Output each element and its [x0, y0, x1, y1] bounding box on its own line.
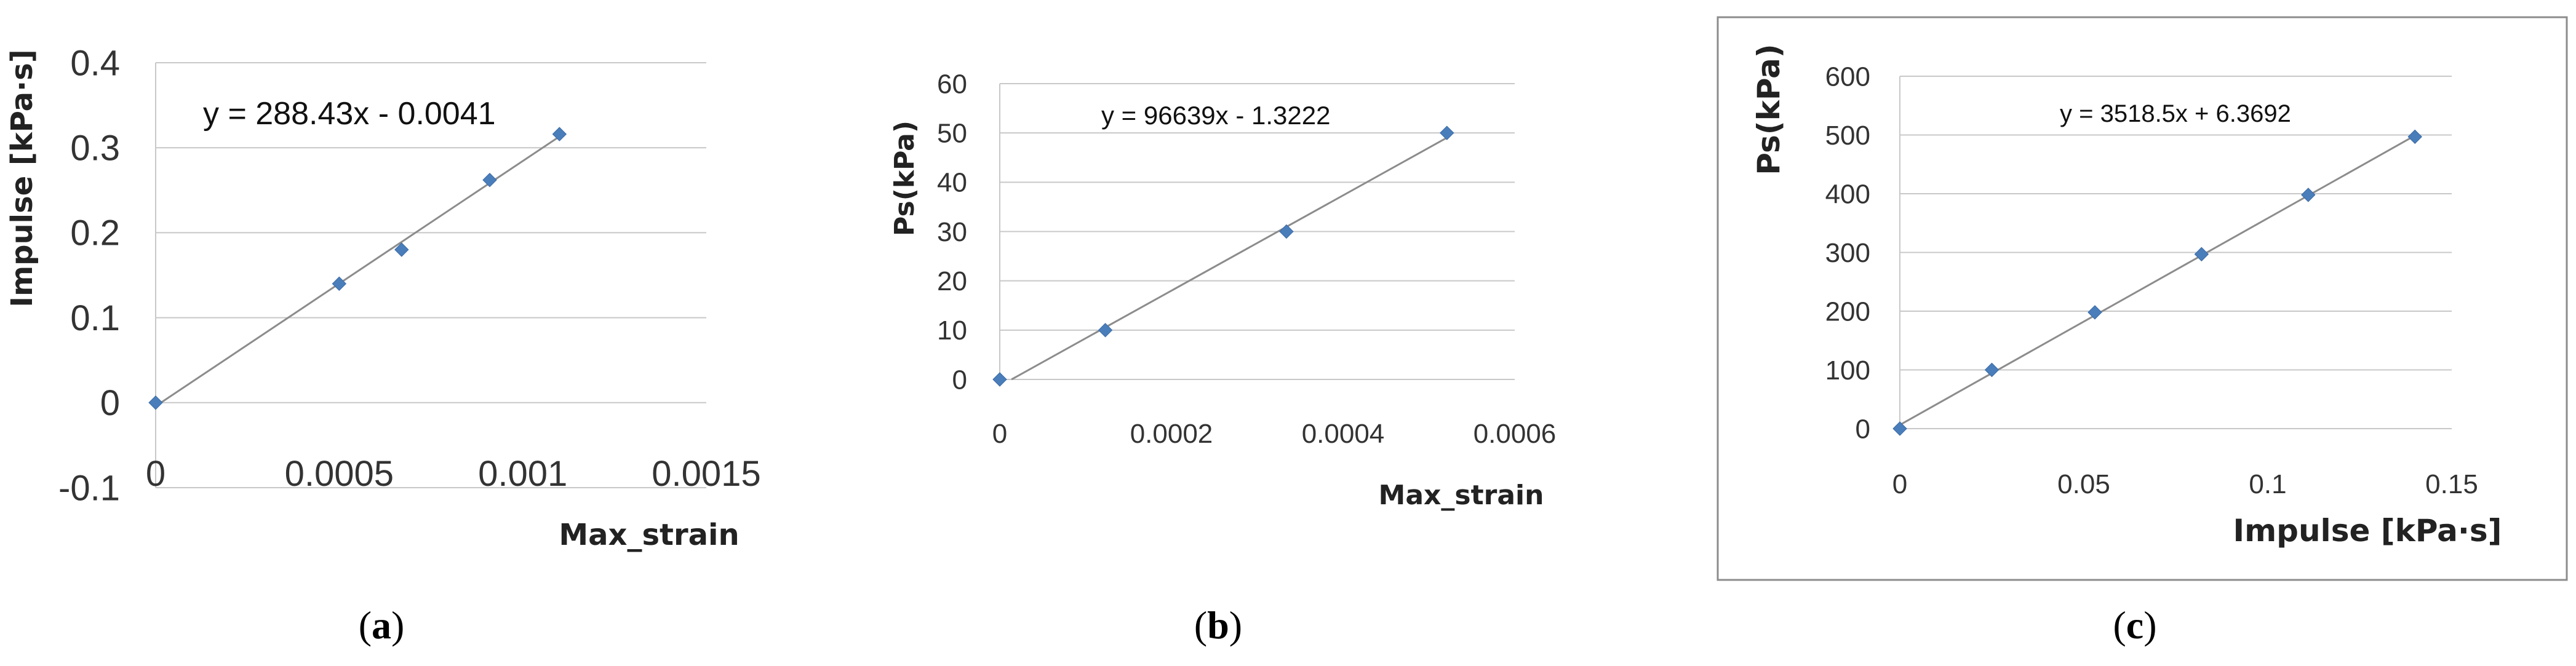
chart-a-x-tick-label: 0 — [146, 454, 165, 494]
chart-b-y-tick-label: 50 — [937, 119, 967, 149]
chart-a-y-tick-label: 0.1 — [70, 298, 120, 338]
chart-a-y-tick-label: 0.3 — [70, 129, 120, 168]
chart-b-y-tick-label: 60 — [937, 69, 967, 99]
chart-c-y-tick-label: 600 — [1825, 61, 1870, 92]
chart-c-svg: 0 100 200 300 400 500 600 0 0.05 0.1 0.15 y = 3518.… — [1717, 16, 2568, 581]
chart-a-y-tick-label: 0 — [100, 383, 120, 423]
chart-b-x-tick-label: 0 — [992, 419, 1007, 449]
chart-a-data-point — [394, 242, 409, 257]
chart-b-x-axis-label: Max_strain — [1379, 480, 1544, 511]
chart-b-y-tick-label: 20 — [937, 266, 967, 296]
chart-a-data-point — [482, 173, 497, 188]
chart-b-trendline — [1011, 137, 1448, 381]
chart-c-data-point — [2407, 129, 2422, 145]
caption-c: (c) — [2113, 603, 2157, 647]
chart-a-y-tick-label: 0.4 — [70, 43, 120, 83]
chart-a-y-tick-label: 0.2 — [70, 213, 120, 253]
chart-b-equation: y = 96639x - 1.3222 — [1101, 101, 1330, 130]
chart-c-data-point — [1984, 362, 2000, 378]
chart-b-data-point — [1279, 224, 1294, 239]
chart-c-data-point — [2301, 188, 2316, 202]
chart-a-svg: -0.1 0 0.1 0.2 0.3 0.4 0 0.0005 0.001 0.0015 y = 2… — [5, 43, 761, 552]
chart-b-x-tick-label: 0.0002 — [1130, 419, 1213, 449]
chart-a-y-tick-label: -0.1 — [58, 468, 120, 508]
chart-panel-a: -0.1 0 0.1 0.2 0.3 0.4 0 0.0005 0.001 0.0015 y = 2… — [0, 0, 800, 666]
chart-c-y-tick-label: 0 — [1856, 414, 1870, 444]
chart-b-y-tick-label: 10 — [937, 315, 967, 346]
chart-c-y-tick-label: 500 — [1825, 121, 1870, 151]
chart-a-data-point — [552, 127, 567, 141]
chart-a-x-axis-label: Max_strain — [559, 518, 739, 552]
chart-c-y-axis-label: Ps(kPa) — [1751, 44, 1787, 175]
chart-b-y-tick-label: 40 — [937, 168, 967, 198]
chart-a-x-tick-label: 0.001 — [478, 454, 567, 494]
chart-c-x-tick-label: 0 — [1892, 469, 1907, 499]
chart-b-y-tick-label: 30 — [937, 217, 967, 247]
chart-c-y-tick-label: 400 — [1825, 179, 1870, 209]
chart-c-y-tick-label: 100 — [1825, 355, 1870, 386]
chart-panel-b: 0 10 20 30 40 50 60 0 0.0002 0.0004 0.0006 y = 9663… — [837, 0, 1575, 666]
chart-c-trendline — [1899, 135, 2415, 426]
chart-a-data-point — [332, 276, 347, 291]
chart-c-x-tick-label: 0.15 — [2425, 469, 2478, 499]
chart-c-frame — [1717, 16, 2568, 581]
chart-b-data-point — [1440, 125, 1454, 140]
chart-c-x-axis-label: Impulse [kPa·s] — [2233, 513, 2502, 549]
chart-a-x-tick-label: 0.0005 — [285, 454, 394, 494]
chart-b-data-point — [992, 372, 1007, 387]
chart-b-svg: 0 10 20 30 40 50 60 0 0.0002 0.0004 0.0006 y = 9663… — [889, 69, 1557, 511]
chart-c-data-point — [1892, 421, 1907, 436]
chart-c-x-tick-label: 0.1 — [2249, 469, 2286, 499]
chart-a-data-point — [148, 395, 163, 410]
chart-c-data-point — [2194, 247, 2209, 262]
chart-c-x-tick-label: 0.05 — [2057, 469, 2110, 499]
chart-b-x-tick-label: 0.0004 — [1302, 419, 1385, 449]
caption-a: (a) — [358, 603, 405, 647]
chart-c-data-point — [2088, 305, 2102, 320]
chart-c-y-tick-label: 300 — [1825, 238, 1870, 268]
chart-b-x-tick-label: 0.0006 — [1473, 419, 1557, 449]
chart-a-x-tick-label: 0.0015 — [652, 454, 760, 494]
chart-a-equation: y = 288.43x - 0.0041 — [203, 96, 496, 132]
chart-panel-c: 0 100 200 300 400 500 600 0 0.05 0.1 0.15 y = 3518.… — [1710, 0, 2576, 666]
chart-b-y-tick-label: 0 — [952, 365, 967, 395]
caption-b: (b) — [1194, 603, 1243, 647]
chart-a-y-axis-label: Impulse [kPa·s] — [5, 49, 39, 307]
chart-c-equation: y = 3518.5x + 6.3692 — [2060, 100, 2291, 127]
chart-c-y-tick-label: 200 — [1825, 296, 1870, 327]
chart-b-data-point — [1098, 323, 1113, 338]
chart-b-y-axis-label: Ps(kPa) — [889, 121, 920, 236]
chart-a-trendline — [155, 135, 560, 407]
